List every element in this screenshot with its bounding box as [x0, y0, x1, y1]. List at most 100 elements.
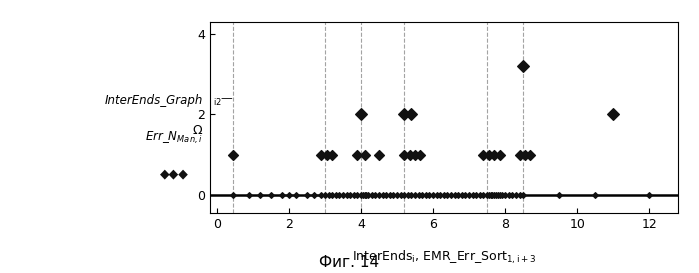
Point [483, 152, 494, 157]
Point [321, 152, 333, 157]
Text: InterEnds_Graph: InterEnds_Graph [104, 94, 203, 107]
Point [359, 193, 370, 197]
Point [428, 193, 439, 197]
Point [384, 193, 396, 197]
Point [355, 193, 366, 197]
Point [442, 193, 453, 197]
Point [370, 193, 381, 197]
Point [478, 152, 489, 157]
Point [589, 193, 600, 197]
Point [373, 152, 384, 157]
Point [494, 193, 505, 197]
Point [500, 193, 511, 197]
Point [316, 152, 327, 157]
Point [244, 193, 255, 197]
Point [415, 152, 426, 157]
Point [420, 193, 431, 197]
Text: Фиг. 14: Фиг. 14 [319, 255, 380, 270]
Point [435, 193, 446, 197]
Point [323, 193, 334, 197]
Point [482, 193, 493, 197]
Point [503, 193, 514, 197]
Point [398, 193, 410, 197]
Point [330, 193, 341, 197]
Point [381, 193, 392, 197]
Point [438, 193, 449, 197]
Text: InterEnds$_{\mathregular{i}}$, EMR_Err_Sort$_{\mathregular{1, i+3}}$: InterEnds$_{\mathregular{i}}$, EMR_Err_S… [352, 248, 536, 266]
Point [514, 193, 525, 197]
Point [227, 193, 238, 197]
Point [467, 193, 478, 197]
Point [489, 152, 500, 157]
Point [352, 193, 363, 197]
Point [525, 152, 536, 157]
Point [413, 193, 424, 197]
Point [402, 193, 413, 197]
Point [510, 193, 521, 197]
Point [319, 193, 331, 197]
Point [345, 193, 356, 197]
Point [410, 152, 421, 157]
Point [291, 193, 302, 197]
Point [404, 152, 415, 157]
Point [366, 193, 377, 197]
Point [491, 193, 502, 197]
Point [326, 193, 338, 197]
Point [395, 193, 406, 197]
Point [334, 193, 345, 197]
Point [283, 193, 294, 197]
Point [453, 193, 464, 197]
Point [398, 152, 410, 157]
Point [460, 193, 471, 197]
Point [517, 193, 528, 197]
Text: ◆◆◆: ◆◆◆ [160, 167, 189, 180]
Point [388, 193, 399, 197]
Point [519, 152, 531, 157]
Point [363, 193, 374, 197]
Point [377, 193, 388, 197]
Point [398, 112, 410, 117]
Point [266, 193, 277, 197]
Text: Err_N$_{\mathregular{Man, i}}$: Err_N$_{\mathregular{Man, i}}$ [145, 130, 203, 146]
Point [449, 193, 460, 197]
Point [359, 152, 370, 157]
Point [496, 193, 507, 197]
Point [487, 193, 498, 197]
Point [391, 193, 403, 197]
Point [554, 193, 565, 197]
Point [338, 193, 349, 197]
Point [326, 152, 338, 157]
Point [341, 193, 352, 197]
Point [456, 193, 468, 197]
Point [373, 193, 384, 197]
Point [406, 193, 417, 197]
Point [492, 193, 503, 197]
Point [463, 193, 475, 197]
Point [361, 193, 372, 197]
Point [355, 112, 366, 117]
Point [301, 193, 312, 197]
Text: $\Omega$: $\Omega$ [192, 124, 203, 137]
Text: $_{\mathregular{i2}}$—: $_{\mathregular{i2}}$— [213, 94, 234, 107]
Point [424, 193, 435, 197]
Point [276, 193, 287, 197]
Point [483, 193, 494, 197]
Point [517, 64, 528, 68]
Point [406, 112, 417, 117]
Point [514, 152, 525, 157]
Point [357, 193, 368, 197]
Point [431, 193, 442, 197]
Point [417, 193, 428, 197]
Point [348, 193, 359, 197]
Point [475, 193, 486, 197]
Point [485, 193, 496, 197]
Point [607, 112, 619, 117]
Point [494, 152, 505, 157]
Point [445, 193, 456, 197]
Point [254, 193, 266, 197]
Point [316, 193, 327, 197]
Point [227, 152, 238, 157]
Point [410, 193, 421, 197]
Point [470, 193, 482, 197]
Point [308, 193, 319, 197]
